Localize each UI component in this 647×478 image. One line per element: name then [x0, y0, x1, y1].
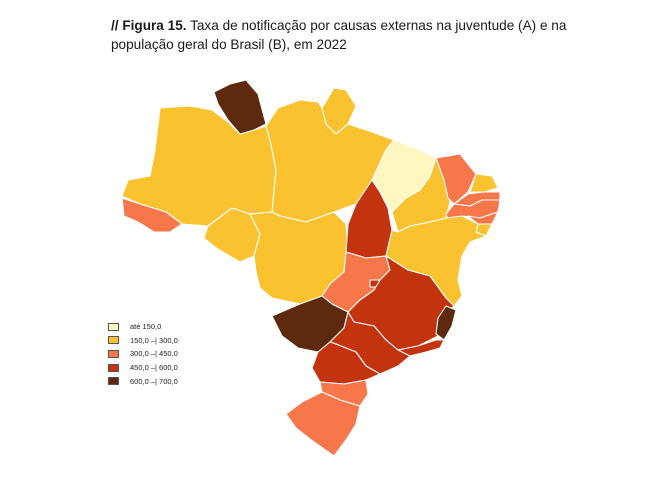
- legend-swatch: [108, 336, 119, 345]
- legend-label: 150,0 –| 300,0: [130, 335, 178, 345]
- legend-swatch: [108, 322, 119, 331]
- legend-label: 450,0 –| 600,0: [130, 363, 178, 373]
- legend-item: 600,0 –| 700,0: [108, 374, 178, 388]
- legend-item: 450,0 –| 600,0: [108, 361, 178, 375]
- state-rn: [469, 173, 499, 193]
- legend-item: 300,0 –| 450,0: [108, 347, 178, 361]
- legend-label: 600,0 –| 700,0: [130, 376, 178, 386]
- figure-label: // Figura 15.: [111, 18, 187, 33]
- figure-title: Taxa de notificação por causas externas …: [111, 18, 567, 52]
- state-rj: [397, 339, 445, 357]
- legend-label: até 150,0: [130, 322, 162, 332]
- state-ce: [435, 153, 477, 205]
- legend-swatch: [108, 377, 119, 386]
- legend-item: até 150,0: [108, 320, 178, 334]
- legend-swatch: [108, 349, 119, 358]
- map-legend: até 150,0 150,0 –| 300,0 300,0 –| 450,0 …: [108, 320, 178, 388]
- figure-caption: // Figura 15. Taxa de notificação por ca…: [111, 16, 611, 54]
- state-ac: [121, 197, 183, 233]
- legend-swatch: [108, 363, 119, 372]
- state-pr: [311, 341, 381, 385]
- legend-item: 150,0 –| 300,0: [108, 334, 178, 348]
- legend-label: 300,0 –| 450,0: [130, 349, 178, 359]
- state-rs: [285, 391, 361, 457]
- state-rr: [213, 79, 267, 135]
